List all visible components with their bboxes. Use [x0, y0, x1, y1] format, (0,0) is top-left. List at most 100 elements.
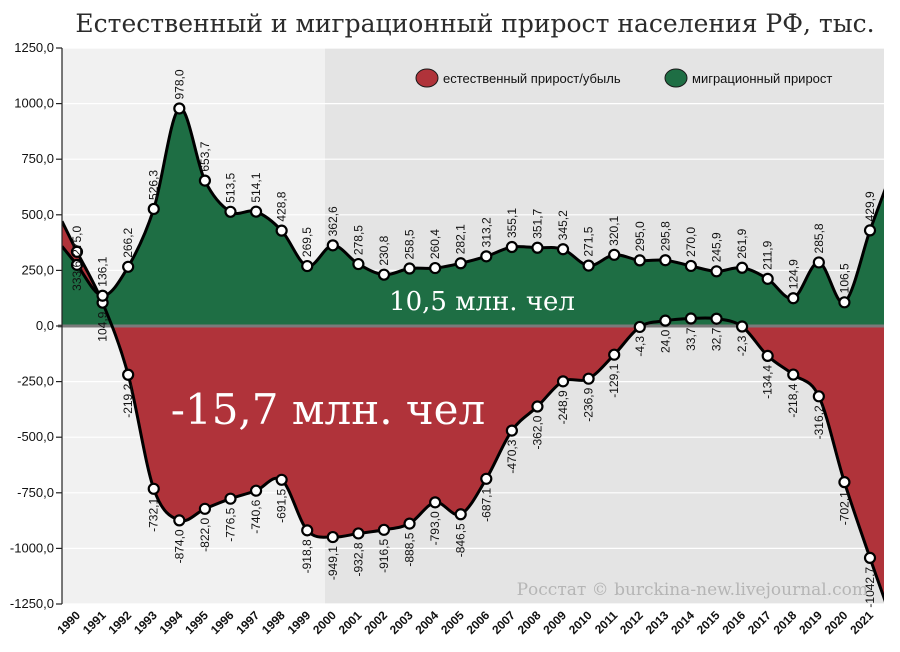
- migration-data-label: 429,9: [863, 191, 877, 221]
- x-tick-label: 1993: [131, 608, 160, 637]
- natural-point: [505, 424, 518, 437]
- legend-migration-label: миграционный прирост: [692, 71, 832, 86]
- migration-data-label: 230,8: [377, 235, 391, 265]
- x-tick-label: 2005: [438, 608, 467, 637]
- natural-point: [531, 400, 544, 413]
- migration-point: [505, 240, 518, 254]
- natural-point: [275, 473, 288, 486]
- migration-data-label: 124,9: [786, 259, 800, 289]
- natural-point: [198, 502, 212, 515]
- x-tick-label: 2002: [361, 608, 390, 637]
- natural-data-label: -874,0: [172, 529, 186, 563]
- migration-point: [352, 257, 365, 271]
- natural-data-label: -776,5: [223, 507, 237, 541]
- natural-area: [62, 221, 884, 598]
- natural-data-label: 32,7: [710, 327, 724, 351]
- y-tick-label: -750,0: [17, 485, 54, 500]
- migration-point: [249, 205, 263, 218]
- natural-data-label: 104,9: [96, 311, 110, 341]
- natural-data-label: 33,7: [684, 327, 698, 351]
- migration-data-label: 270,0: [684, 227, 698, 257]
- y-tick-label: -500,0: [17, 429, 54, 444]
- migration-point: [710, 265, 723, 278]
- migration-data-label: 351,7: [530, 208, 544, 238]
- natural-data-label: -740,6: [249, 499, 263, 533]
- migration-point: [787, 292, 800, 305]
- natural-point: [633, 320, 646, 334]
- natural-point: [480, 472, 493, 485]
- migration-data-label: 320,1: [607, 215, 621, 245]
- x-tick-label: 1997: [233, 608, 262, 637]
- x-tick-label: 2015: [694, 608, 723, 637]
- x-tick-label: 2021: [847, 608, 876, 637]
- natural-data-label: -4,3: [633, 336, 647, 357]
- migration-data-label: 653,7: [198, 141, 212, 171]
- natural-point: [556, 375, 570, 388]
- natural-point: [684, 312, 698, 325]
- x-tick-label: 2001: [336, 608, 365, 637]
- natural-data-label: -702,1: [837, 491, 851, 525]
- x-tick-label: 2014: [668, 608, 697, 637]
- natural-point: [249, 484, 263, 497]
- migration-area: [62, 108, 884, 326]
- migration-point: [173, 102, 186, 115]
- natural-data-label: -846,5: [454, 523, 468, 557]
- x-tick-label: 1994: [157, 608, 186, 637]
- legend-natural-swatch: [415, 68, 439, 88]
- migration-point: [608, 248, 621, 261]
- y-tick-label: -1250,0: [10, 596, 54, 611]
- migration-point: [198, 174, 212, 187]
- migration-data-label: 282,1: [454, 224, 468, 254]
- migration-data-label: 269,5: [300, 227, 314, 257]
- migration-point: [556, 243, 570, 256]
- natural-data-label: -916,5: [377, 539, 391, 573]
- migration-data-label: 266,2: [121, 227, 135, 257]
- migration-line: [62, 106, 884, 304]
- chart-title: Естественный и миграционный прирост насе…: [75, 9, 874, 38]
- y-tick-label: 250,0: [21, 262, 54, 277]
- natural-point: [326, 530, 339, 544]
- migration-data-label: 261,9: [735, 228, 749, 258]
- natural-data-label: -362,0: [530, 415, 544, 449]
- x-tick-label: 2019: [796, 608, 825, 637]
- natural-data-label: -470,3: [505, 439, 519, 473]
- x-tick-label: 1991: [80, 608, 109, 637]
- migration-data-label: 258,5: [403, 229, 417, 259]
- natural-data-label: -691,5: [275, 488, 289, 522]
- migration-point: [812, 256, 825, 269]
- migration-point: [684, 259, 698, 273]
- x-tick-label: 2003: [387, 608, 416, 637]
- migration-point: [863, 224, 877, 237]
- natural-point: [429, 496, 442, 509]
- migration-point: [531, 241, 544, 254]
- natural-data-label: 333,6: [70, 260, 84, 290]
- x-tick-label: 2011: [592, 608, 621, 637]
- source-note: Росстат © burckina-new.livejournal.com: [517, 580, 868, 600]
- migration-total-annotation: 10,5 млн. чел: [389, 287, 575, 317]
- natural-point: [70, 245, 84, 258]
- y-tick-label: 750,0: [21, 151, 54, 166]
- migration-data-label: 271,5: [582, 226, 596, 256]
- x-tick-label: 1992: [106, 608, 135, 637]
- migration-point: [275, 224, 288, 237]
- natural-data-label: -822,0: [198, 517, 212, 551]
- migration-data-label: 355,1: [505, 208, 519, 238]
- natural-data-label: -732,1: [147, 497, 161, 531]
- migration-data-label: 428,8: [275, 191, 289, 221]
- migration-data-label: 106,5: [837, 263, 851, 293]
- migration-data-label: 295,8: [658, 221, 672, 251]
- migration-point: [838, 296, 851, 309]
- x-tick-label: 2020: [822, 608, 851, 637]
- migration-point: [735, 261, 749, 274]
- x-tick-label: 2017: [745, 608, 774, 637]
- x-tick-label: 2007: [489, 608, 518, 637]
- natural-point: [710, 312, 723, 325]
- natural-data-label: -129,1: [607, 363, 621, 397]
- natural-point: [301, 524, 314, 537]
- x-tick-label: 2008: [515, 608, 544, 637]
- migration-data-label: 345,2: [556, 210, 570, 240]
- natural-data-label: -932,8: [351, 542, 365, 576]
- natural-point: [173, 514, 186, 527]
- migration-data-label: 285,8: [812, 223, 826, 253]
- natural-point: [582, 372, 595, 385]
